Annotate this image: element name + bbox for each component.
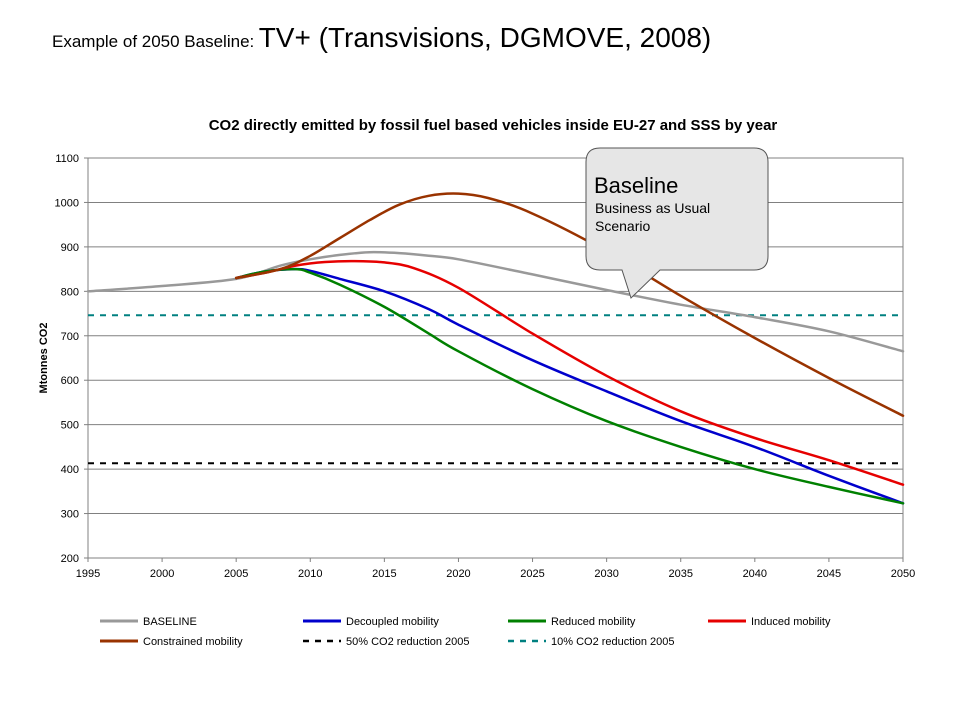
y-axis-label: Mtonnes CO2 (38, 323, 50, 394)
x-tick-label: 2005 (224, 568, 248, 580)
legend-label: Induced mobility (751, 616, 831, 628)
series-line-induced-mobility (234, 259, 905, 486)
y-tick-label: 700 (61, 331, 79, 343)
y-tick-label: 1000 (55, 197, 79, 209)
chart-title: CO2 directly emitted by fossil fuel base… (209, 117, 778, 134)
legend-label: Decoupled mobility (346, 616, 439, 628)
x-tick-label: 2045 (817, 568, 841, 580)
x-tick-label: 2000 (150, 568, 174, 580)
series-line-constrained-mobility (234, 192, 905, 418)
x-tick-label: 2030 (594, 568, 618, 580)
plot-area (87, 157, 904, 559)
grid-lines (88, 157, 903, 559)
x-axis-ticks: 1995 2000 2005 2010 2015 2020 2025 2030 2035 2040… (76, 558, 915, 580)
callout-heading: Baseline (594, 173, 678, 198)
series-line-decoupled-mobility (234, 267, 905, 505)
y-tick-label: 300 (61, 509, 79, 521)
baseline-callout: Baseline Business as Usual Scenario (585, 147, 769, 299)
y-axis-ticks: 200 300 400 500 600 700 800 900 1000 1100 (55, 153, 88, 565)
y-tick-label: 500 (61, 420, 79, 432)
slide-title-main: TV+ (Transvisions, DGMOVE, 2008) (258, 22, 712, 53)
x-tick-label: 2020 (446, 568, 470, 580)
y-tick-label: 1100 (55, 153, 79, 165)
legend-label: 50% CO2 reduction 2005 (346, 636, 470, 648)
y-tick-label: 400 (61, 464, 79, 476)
series-line-reduced-mobility (234, 267, 905, 505)
legend-label: Reduced mobility (551, 616, 636, 628)
series-lines (86, 192, 905, 505)
y-tick-label: 200 (61, 553, 79, 565)
x-tick-label: 2015 (372, 568, 396, 580)
callout-line2: Scenario (595, 218, 650, 234)
legend: BASELINE Decoupled mobility Reduced mobili… (100, 616, 831, 648)
x-tick-label: 2010 (298, 568, 322, 580)
slide-title: Example of 2050 Baseline: TV+ (Transvisi… (52, 22, 711, 54)
callout-line1: Business as Usual (595, 200, 710, 216)
legend-label: BASELINE (143, 616, 197, 628)
x-tick-label: 2025 (520, 568, 544, 580)
y-tick-label: 800 (61, 286, 79, 298)
y-tick-label: 900 (61, 242, 79, 254)
x-tick-label: 1995 (76, 568, 100, 580)
slide-title-prefix: Example of 2050 Baseline: (52, 32, 255, 51)
legend-label: Constrained mobility (143, 636, 243, 648)
x-tick-label: 2050 (891, 568, 915, 580)
y-tick-label: 600 (61, 375, 79, 387)
legend-label: 10% CO2 reduction 2005 (551, 636, 675, 648)
x-tick-label: 2040 (743, 568, 767, 580)
x-tick-label: 2035 (668, 568, 692, 580)
callout-bubble (585, 147, 769, 299)
series-line-baseline (86, 250, 905, 353)
